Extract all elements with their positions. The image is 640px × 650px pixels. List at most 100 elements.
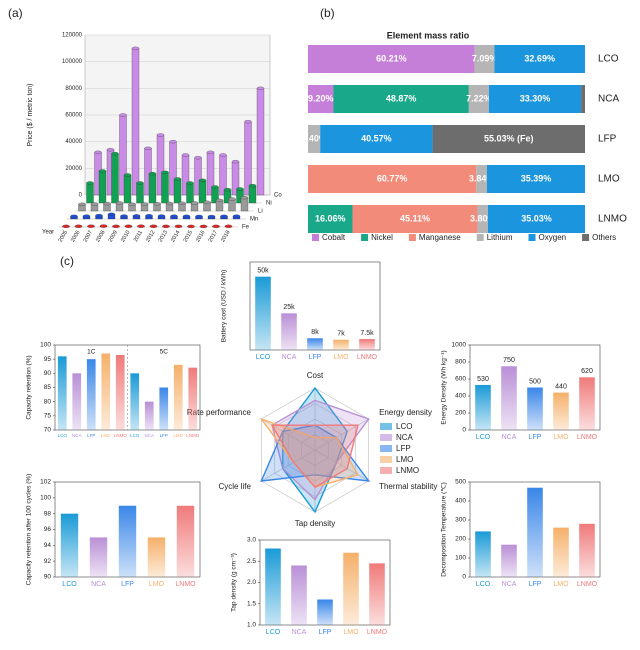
- bar-cap: [119, 113, 127, 117]
- bar: [244, 121, 252, 196]
- category-label: LNMO: [598, 214, 627, 225]
- y-axis-label: Decomposition Temperature (℃): [441, 482, 448, 577]
- legend-swatch: [312, 234, 319, 241]
- bar: [265, 548, 281, 625]
- value-label: 620: [581, 368, 593, 375]
- x-tick-label: LMO: [343, 629, 359, 636]
- x-tick-label: LNMO: [175, 581, 196, 588]
- y-tick-label: 0: [79, 193, 83, 199]
- bar-cap: [219, 153, 227, 157]
- value-label: 7.22%: [466, 93, 492, 103]
- y-tick-label: 800: [455, 359, 466, 366]
- x-tick-label: LMO: [173, 433, 183, 438]
- value-label: 32.69%: [524, 53, 555, 63]
- bar: [198, 180, 207, 204]
- x-tick-label: LMO: [333, 354, 349, 361]
- x-tick-label: 2005: [58, 230, 69, 244]
- bar-cap: [140, 202, 149, 206]
- panel-label: (c): [60, 254, 74, 268]
- x-tick-label: NCA: [72, 433, 82, 438]
- y-axis-label: Tap density (g cm⁻³): [231, 553, 238, 612]
- x-tick-label: LFP: [309, 354, 322, 361]
- bar: [240, 197, 249, 212]
- bar: [527, 387, 543, 430]
- bar-cap: [115, 201, 124, 205]
- y-tick-label: 100: [455, 555, 466, 562]
- legend-label: Cobalt: [322, 233, 346, 242]
- y-tick-label: 80: [44, 398, 52, 405]
- bar: [176, 505, 195, 577]
- y-tick-label: 100: [40, 495, 51, 502]
- x-tick-label: LMO: [553, 434, 569, 441]
- bar-segment: [581, 85, 585, 113]
- x-tick-label: LNMO: [114, 433, 128, 438]
- panel-label: (a): [8, 6, 23, 20]
- bar-cap: [212, 224, 220, 228]
- value-label: 3.80%: [470, 213, 496, 223]
- y-tick-label: 98: [44, 510, 52, 517]
- bar-segment: [486, 165, 585, 193]
- value-label: 16.06%: [315, 213, 346, 223]
- series-label: Fe: [242, 225, 250, 231]
- bar: [173, 178, 182, 204]
- x-tick-label: LCO: [476, 434, 491, 441]
- y-tick-label: 92: [44, 558, 52, 565]
- bar: [161, 172, 169, 204]
- radar-series: [270, 424, 359, 489]
- y-tick-label: 1.5: [247, 600, 256, 607]
- legend-swatch: [582, 234, 590, 241]
- bar: [159, 387, 169, 430]
- bar-segment: [474, 45, 495, 73]
- y-axis-label: Energy Density (Wh kg⁻¹): [441, 350, 448, 424]
- x-tick-label: 2015: [183, 230, 194, 244]
- legend-swatch: [528, 234, 536, 241]
- y-tick-label: 40000: [65, 139, 82, 145]
- value-label: 60.77%: [377, 173, 408, 183]
- legend-label: Lithium: [487, 233, 513, 242]
- value-label: 33.30%: [520, 93, 551, 103]
- x-tick-label: 2006: [70, 230, 81, 244]
- value-label: 7.09%: [472, 53, 498, 63]
- value-label: 750: [503, 357, 515, 364]
- value-label: 440: [555, 383, 567, 390]
- x-tick-label: LMO: [101, 433, 111, 438]
- bar: [291, 565, 307, 625]
- bar-cap: [95, 214, 103, 218]
- x-tick-label: NCA: [91, 581, 106, 588]
- x-tick-label: 2013: [158, 230, 169, 244]
- y-tick-label: 96: [44, 526, 52, 533]
- bar: [501, 366, 517, 430]
- bar-cap: [248, 184, 257, 188]
- bar-segment: [476, 165, 487, 193]
- bar-segment: [488, 85, 582, 113]
- x-tick-label: LCO: [62, 581, 77, 588]
- x-tick-label: LCO: [266, 629, 281, 636]
- value-label: 3.84%: [469, 173, 495, 183]
- bar-segment: [352, 205, 478, 233]
- value-label: 4.40%: [301, 133, 327, 143]
- series-label: Co: [274, 193, 282, 199]
- bar-cap: [231, 160, 240, 164]
- bar-segment: [477, 205, 488, 233]
- y-tick-label: 95: [44, 356, 52, 363]
- bar-cap: [120, 214, 128, 218]
- legend-swatch: [380, 467, 392, 474]
- bar: [188, 367, 198, 430]
- x-tick-label: LNMO: [367, 629, 388, 636]
- bar-cap: [223, 188, 232, 192]
- bar-cap: [186, 181, 194, 185]
- bar: [147, 537, 166, 577]
- bar-cap: [161, 170, 169, 174]
- bar: [144, 401, 154, 430]
- x-tick-label: 2010: [120, 230, 131, 244]
- x-tick-label: NCA: [282, 354, 297, 361]
- x-tick-label: 2007: [83, 230, 94, 244]
- bar-cap: [232, 214, 241, 218]
- y-tick-label: 400: [455, 498, 466, 505]
- bar: [130, 373, 140, 430]
- radar-spoke: [261, 418, 316, 451]
- legend-swatch: [380, 434, 392, 441]
- legend-label: LNMO: [396, 466, 419, 475]
- bar-cap: [157, 214, 166, 218]
- y-axis-label: Capacity retention after 100 cycles (%): [26, 474, 33, 586]
